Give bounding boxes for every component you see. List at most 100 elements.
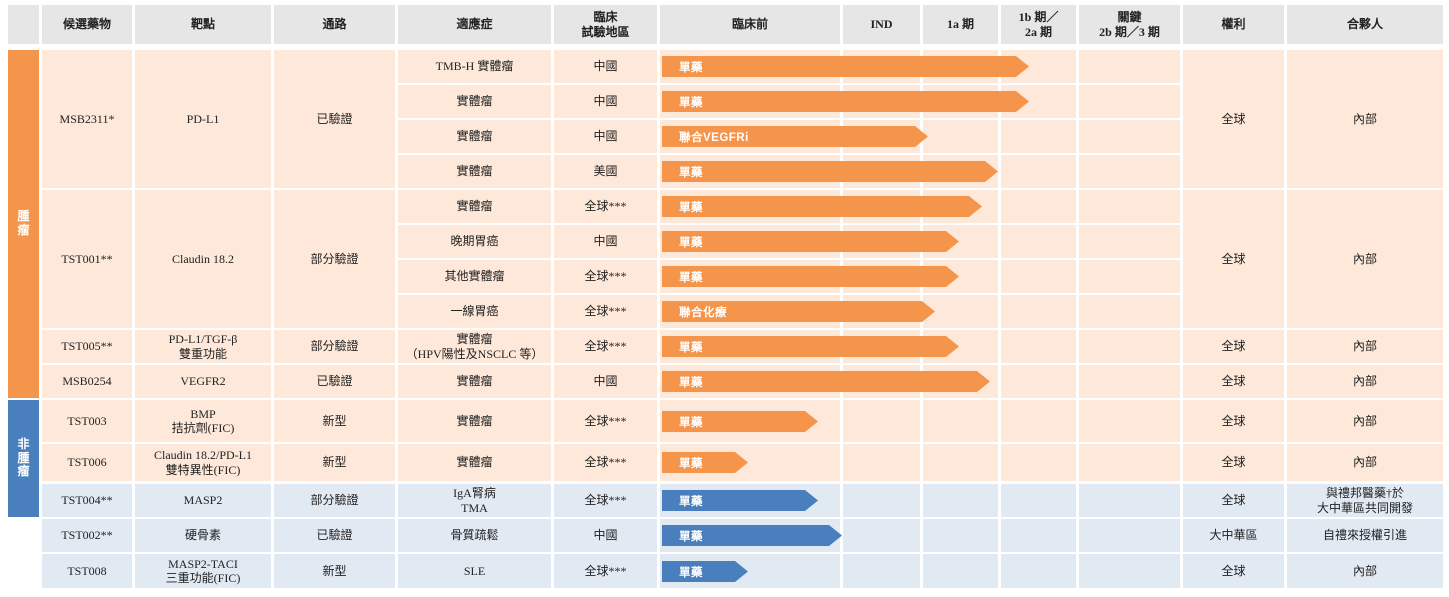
candidate-name: TST003 — [42, 400, 132, 442]
stage-cell — [923, 295, 998, 328]
partner: 內部 — [1287, 444, 1443, 481]
candidate-name: TST005** — [42, 330, 132, 363]
stage-cell — [843, 519, 920, 552]
trial-region: 中國 — [554, 120, 657, 153]
header-partner: 合夥人 — [1287, 5, 1443, 44]
stage-cell — [1001, 120, 1076, 153]
pathway: 新型 — [274, 554, 395, 588]
pathway: 部分驗證 — [274, 330, 395, 363]
stage-cell — [1001, 484, 1076, 517]
stage-cell — [1001, 330, 1076, 363]
pathway: 新型 — [274, 400, 395, 442]
partner: 自禮來授權引進 — [1287, 519, 1443, 552]
stage-cell — [1001, 190, 1076, 223]
candidate-name: MSB0254 — [42, 365, 132, 398]
target: MASP2 — [135, 484, 271, 517]
rights: 全球 — [1183, 330, 1284, 363]
stage-cell — [1079, 260, 1180, 293]
header-indication: 適應症 — [398, 5, 551, 44]
stage-cell — [1079, 50, 1180, 83]
stage-cell — [1079, 554, 1180, 588]
trial-region: 中國 — [554, 519, 657, 552]
pathway: 已驗證 — [274, 365, 395, 398]
trial-region: 美國 — [554, 155, 657, 188]
stage-cell — [923, 519, 998, 552]
partner: 內部 — [1287, 365, 1443, 398]
pathway: 新型 — [274, 444, 395, 481]
partner: 與禮邦醫藥†於 大中華區共同開發 — [1287, 484, 1443, 517]
progress-bar: 單藥 — [662, 561, 748, 582]
rights: 全球 — [1183, 444, 1284, 481]
progress-bar: 聯合化療 — [662, 301, 935, 322]
indication: 實體瘤 — [398, 155, 551, 188]
stage-cell — [923, 444, 998, 481]
stage-cell — [1079, 120, 1180, 153]
header-ind: IND — [843, 5, 920, 44]
stage-cell — [843, 444, 920, 481]
candidate-name: TST001** — [42, 190, 132, 328]
rights: 全球 — [1183, 190, 1284, 328]
rights: 全球 — [1183, 400, 1284, 442]
stage-cell — [1079, 190, 1180, 223]
partner: 內部 — [1287, 190, 1443, 328]
stage-cell — [923, 120, 998, 153]
trial-region: 全球*** — [554, 554, 657, 588]
candidate-name: TST002** — [42, 519, 132, 552]
header-phase-1a: 1a 期 — [923, 5, 998, 44]
header-trial-region: 臨床 試驗地區 — [554, 5, 657, 44]
candidate-name: TST004** — [42, 484, 132, 517]
stage-cell — [1079, 400, 1180, 442]
stage-cell — [843, 554, 920, 588]
target: VEGFR2 — [135, 365, 271, 398]
stage-cell — [923, 554, 998, 588]
progress-bar: 單藥 — [662, 231, 959, 252]
trial-region: 全球*** — [554, 444, 657, 481]
rights: 全球 — [1183, 554, 1284, 588]
stage-cell — [1001, 155, 1076, 188]
progress-bar: 單藥 — [662, 266, 959, 287]
trial-region: 中國 — [554, 225, 657, 258]
progress-bar: 單藥 — [662, 91, 1029, 112]
header-pivotal-2b-3: 關鍵 2b 期／3 期 — [1079, 5, 1180, 44]
header-pathway: 通路 — [274, 5, 395, 44]
indication: 實體瘤 — [398, 400, 551, 442]
trial-region: 中國 — [554, 365, 657, 398]
candidate-name: MSB2311* — [42, 50, 132, 188]
oncology-group-label: 腫 瘤 — [8, 50, 39, 398]
partner: 內部 — [1287, 50, 1443, 188]
candidate-name: TST006 — [42, 444, 132, 481]
header-candidate: 候選藥物 — [42, 5, 132, 44]
stage-cell — [1001, 444, 1076, 481]
indication: 實體瘤 — [398, 85, 551, 118]
rights: 全球 — [1183, 484, 1284, 517]
trial-region: 全球*** — [554, 260, 657, 293]
indication: 實體瘤 — [398, 365, 551, 398]
trial-region: 全球*** — [554, 295, 657, 328]
target: BMP 拮抗劑(FIC) — [135, 400, 271, 442]
stage-cell — [1079, 484, 1180, 517]
progress-bar: 單藥 — [662, 371, 990, 392]
trial-region: 全球*** — [554, 190, 657, 223]
header-preclinical: 臨床前 — [660, 5, 840, 44]
partner: 內部 — [1287, 400, 1443, 442]
progress-bar: 單藥 — [662, 525, 842, 546]
non-oncology-group-label: 非 腫 瘤 — [8, 400, 39, 517]
progress-bar: 單藥 — [662, 411, 818, 432]
progress-bar: 單藥 — [662, 196, 982, 217]
stage-cell — [1001, 554, 1076, 588]
indication: TMB-H 實體瘤 — [398, 50, 551, 83]
stage-cell — [1079, 519, 1180, 552]
pathway: 部分驗證 — [274, 484, 395, 517]
indication: 骨質疏鬆 — [398, 519, 551, 552]
target: PD-L1/TGF-β 雙重功能 — [135, 330, 271, 363]
indication: 一線胃癌 — [398, 295, 551, 328]
stage-cell — [1079, 295, 1180, 328]
trial-region: 全球*** — [554, 400, 657, 442]
header-rights: 權利 — [1183, 5, 1284, 44]
target: Claudin 18.2/PD-L1 雙特異性(FIC) — [135, 444, 271, 481]
pathway: 已驗證 — [274, 50, 395, 188]
stage-cell — [1001, 519, 1076, 552]
progress-bar: 單藥 — [662, 56, 1029, 77]
indication: 實體瘤 — [398, 120, 551, 153]
